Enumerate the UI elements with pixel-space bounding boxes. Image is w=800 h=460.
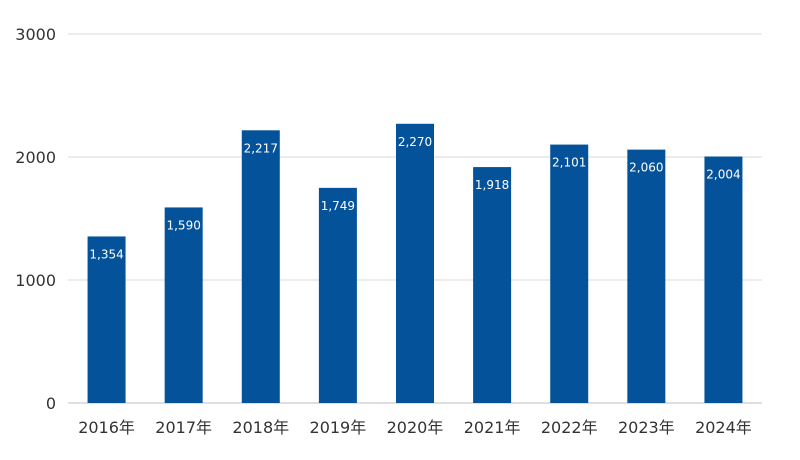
x-tick-label: 2022年 <box>541 418 598 437</box>
data-label: 2,217 <box>244 141 278 155</box>
x-tick-label: 2018年 <box>232 418 289 437</box>
y-tick-label: 0 <box>46 394 56 413</box>
y-axis-ticks: 0 1000 2000 3000 <box>15 25 56 413</box>
y-tick-label: 3000 <box>15 25 56 44</box>
data-label: 1,918 <box>475 178 509 192</box>
bar <box>627 149 666 403</box>
x-tick-label: 2019年 <box>310 418 367 437</box>
data-labels: 1,354 1,590 2,217 1,749 2,270 1,918 2,101 2,060… <box>89 135 740 262</box>
x-tick-label: 2016年 <box>78 418 135 437</box>
data-label: 1,354 <box>89 247 123 261</box>
data-label: 2,270 <box>398 135 432 149</box>
x-tick-label: 2021年 <box>464 418 521 437</box>
data-label: 1,749 <box>321 199 355 213</box>
y-tick-label: 2000 <box>15 148 56 167</box>
data-label: 2,101 <box>552 156 586 170</box>
bar <box>473 167 512 403</box>
x-tick-label: 2020年 <box>387 418 444 437</box>
bar <box>241 130 280 403</box>
x-tick-label: 2023年 <box>618 418 675 437</box>
y-tick-label: 1000 <box>15 271 56 290</box>
bars <box>87 123 743 403</box>
x-tick-label: 2017年 <box>155 418 212 437</box>
x-tick-label: 2024年 <box>695 418 752 437</box>
bar <box>87 236 126 403</box>
bar <box>704 156 743 403</box>
x-axis-ticks: 2016年 2017年 2018年 2019年 2020年 2021年 2022年 2023年… <box>78 418 752 437</box>
bar <box>550 144 589 403</box>
bar <box>164 207 203 403</box>
data-label: 1,590 <box>166 218 200 232</box>
data-label: 2,060 <box>629 161 663 175</box>
bar <box>318 187 357 403</box>
data-label: 2,004 <box>706 168 740 182</box>
bar <box>396 123 434 403</box>
